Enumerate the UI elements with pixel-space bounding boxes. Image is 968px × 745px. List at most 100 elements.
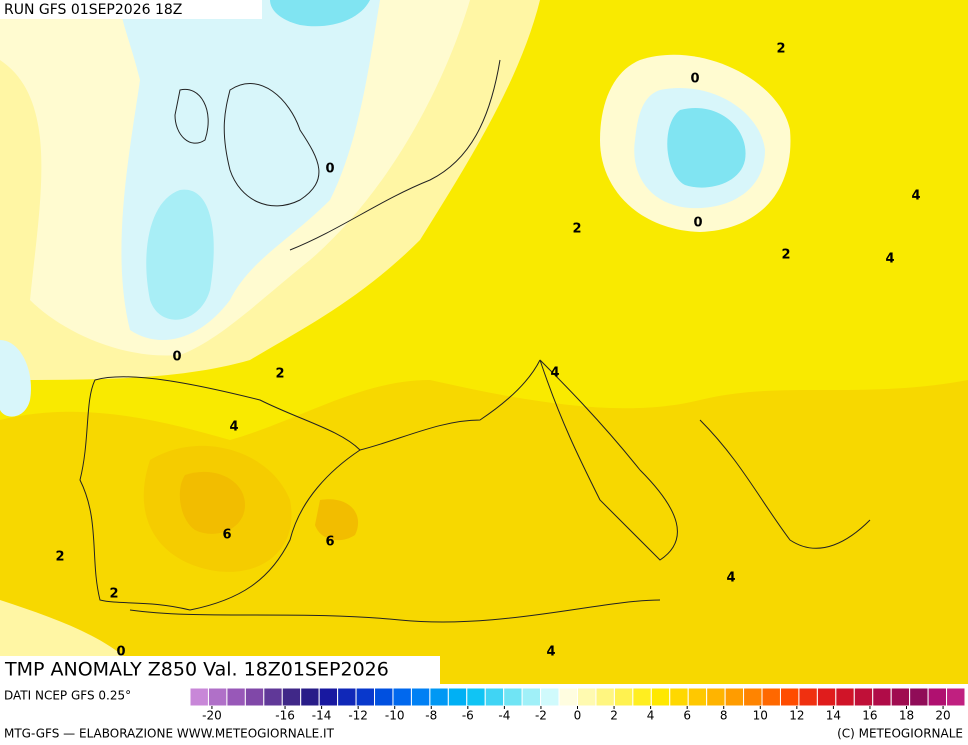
anomaly-field: [0, 0, 968, 684]
run-title: RUN GFS 01SEP2026 18Z: [4, 2, 182, 18]
product-box: [0, 656, 440, 684]
colorbar-swatch: [724, 687, 745, 707]
colorbar-swatch: [466, 687, 486, 707]
colorbar-swatch: [743, 687, 763, 707]
copyright-label: (C) METEOGIORNALE: [837, 727, 963, 741]
colorbar-tick-label: 2: [610, 709, 618, 723]
colorbar-tick-label: -6: [462, 709, 474, 723]
colorbar-swatch: [946, 687, 966, 707]
colorbar-tick-label: -10: [385, 709, 405, 723]
colorbar-swatch: [484, 687, 505, 707]
contour-label: 6: [222, 528, 231, 543]
colorbar-swatch: [650, 687, 671, 707]
field-cyan6: [667, 108, 746, 188]
contour-label: 4: [550, 366, 559, 381]
colorbar-tick-label: 14: [826, 709, 841, 723]
colorbar-swatch: [909, 687, 929, 707]
colorbar-tick-label: 4: [647, 709, 655, 723]
product-label: TMP ANOMALY Z850 Val. 18Z01SEP2026: [4, 659, 389, 681]
colorbar-swatch: [226, 687, 246, 707]
contour-label: 2: [55, 550, 64, 565]
contour-label: 4: [885, 252, 894, 267]
colorbar-tick-label: 0: [574, 709, 582, 723]
colorbar-tick-label: 16: [862, 709, 877, 723]
colorbar-tick-label: 12: [789, 709, 804, 723]
colorbar-swatch: [337, 687, 357, 707]
colorbar-swatch: [503, 687, 523, 707]
colorbar-tick-label: -8: [425, 709, 437, 723]
colorbar-swatch: [410, 687, 431, 707]
colorbar-swatch: [853, 687, 874, 707]
colorbar: -20 -16 -14 -12 -10 -8 -6 -4 -2 0 2 4 6 8 10 12 14 16 18 20: [189, 687, 966, 723]
colorbar-tick-label: -2: [535, 709, 547, 723]
colorbar-tick-label: 6: [683, 709, 691, 723]
contour-label: 4: [911, 189, 920, 204]
colorbar-swatch: [374, 687, 394, 707]
contour-label: 2: [275, 367, 284, 382]
gulf-lion: [359, 359, 541, 451]
north-coast: [289, 59, 501, 251]
colorbar-swatch: [687, 687, 708, 707]
colorbar-swatch: [355, 687, 376, 707]
credit-label: MTG-GFS — ELABORAZIONE WWW.METEOGIORNALE…: [4, 727, 335, 741]
field-cyan3: [270, 0, 370, 27]
colorbar-tick-label: 18: [899, 709, 914, 723]
field-cyan2: [146, 189, 214, 320]
colorbar-swatch: [318, 687, 339, 707]
colorbar-swatch: [244, 687, 265, 707]
colorbar-swatch: [429, 687, 449, 707]
source-label: DATI NCEP GFS 0.25°: [4, 689, 131, 703]
contour-label: 2: [109, 587, 118, 602]
field-orange: [0, 380, 968, 684]
colorbar-swatch: [890, 687, 911, 707]
colorbar-swatch: [816, 687, 837, 707]
colorbar-swatch: [669, 687, 689, 707]
north-africa: [129, 599, 661, 623]
colorbar-swatch: [521, 687, 542, 707]
field-orange3: [179, 471, 245, 534]
contour-label: 4: [726, 571, 735, 586]
colorbar-swatch: [927, 687, 948, 707]
field-cyan4: [0, 340, 31, 417]
colorbar-tick-label: -12: [348, 709, 368, 723]
ireland: [174, 88, 209, 144]
colorbar-swatch: [595, 687, 615, 707]
iberia: [79, 376, 361, 611]
colorbar-swatch: [281, 687, 302, 707]
field-orange4: [315, 499, 359, 541]
contour-label: 0: [693, 216, 702, 231]
colorbar-swatch: [207, 687, 228, 707]
colorbar-swatch: [706, 687, 726, 707]
colorbar-swatch: [835, 687, 855, 707]
contour-label: 2: [776, 42, 785, 57]
colorbar-swatch: [447, 687, 468, 707]
colorbar-swatch: [189, 687, 209, 707]
colorbar-swatch: [392, 687, 412, 707]
colorbar-swatch: [779, 687, 800, 707]
contour-label: 0: [325, 162, 334, 177]
colorbar-tick-label: 10: [753, 709, 768, 723]
colorbar-swatch: [613, 687, 634, 707]
colorbar-tick-label: 8: [720, 709, 728, 723]
colorbar-swatch: [558, 687, 578, 707]
colorbar-swatch: [540, 687, 560, 707]
contour-labels: 0 0 2 0 2 2 4 4 0 2 4 4 6 6 2 2 4 0 4: [55, 42, 920, 660]
colorbar-swatch: [761, 687, 781, 707]
contour-label: 4: [546, 645, 555, 660]
coastlines: [79, 59, 871, 623]
italy: [539, 359, 678, 561]
colorbar-tick-label: -20: [202, 709, 222, 723]
colorbar-tick-label: -4: [498, 709, 510, 723]
contour-label: 2: [781, 248, 790, 263]
britain: [223, 83, 320, 207]
colorbar-tick-label: 20: [935, 709, 950, 723]
colorbar-tick-label: -16: [275, 709, 295, 723]
balkans: [699, 419, 871, 549]
contour-label: 6: [325, 535, 334, 550]
title-box: [0, 0, 262, 19]
colorbar-swatch: [300, 687, 320, 707]
contour-label: 0: [172, 350, 181, 365]
contour-label: 4: [229, 420, 238, 435]
